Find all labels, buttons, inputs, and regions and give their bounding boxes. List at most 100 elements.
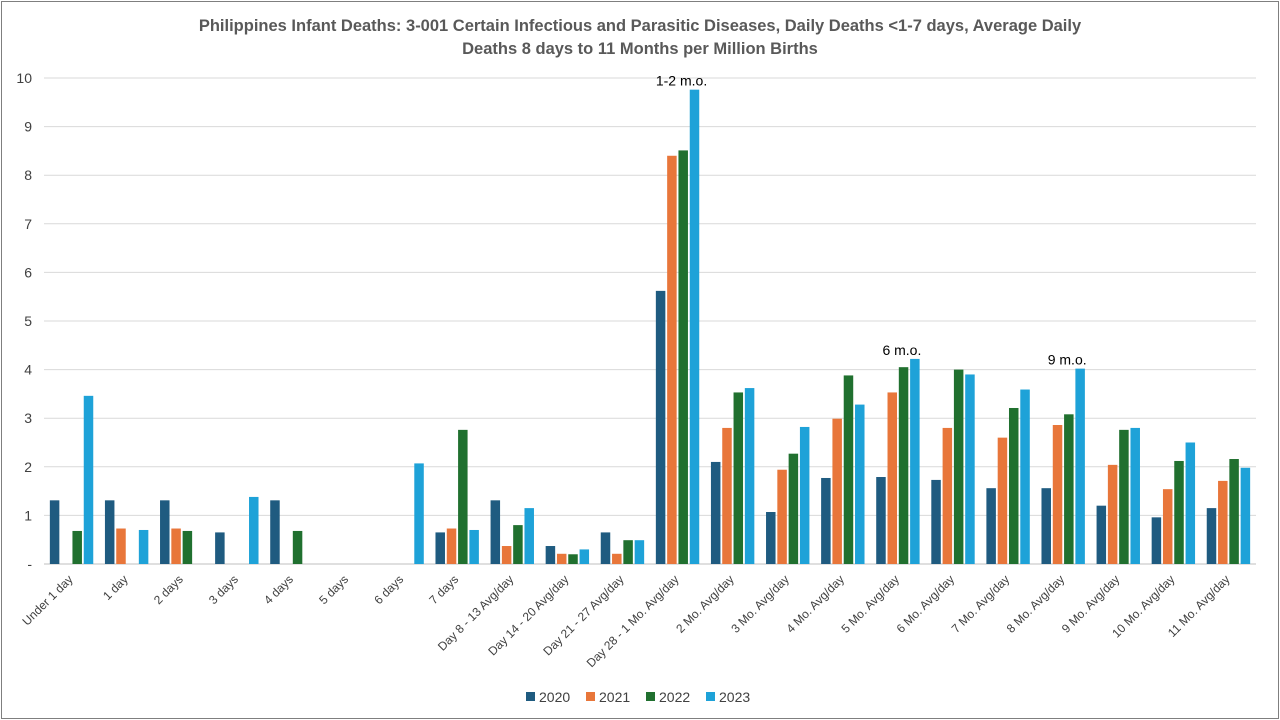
bar-2023-7 bbox=[469, 529, 479, 564]
bar-2020-16 bbox=[931, 479, 941, 564]
bar-2021-9 bbox=[556, 553, 567, 564]
bar-2020-17 bbox=[986, 488, 996, 564]
bar-2023-9 bbox=[579, 549, 590, 564]
bar-2022-0 bbox=[72, 530, 82, 564]
bar-2021-10 bbox=[612, 553, 622, 564]
x-axis-labels: Under 1 day 1 day 2 days 3 days 4 days 5 days… bbox=[20, 572, 1233, 670]
bar-2020-3 bbox=[215, 532, 225, 564]
y-tick-label: - bbox=[27, 556, 32, 572]
y-tick-label: 7 bbox=[24, 216, 32, 232]
bar-2023-0 bbox=[83, 395, 94, 564]
bar-2020-21 bbox=[1206, 508, 1217, 564]
bar-2023-6 bbox=[414, 463, 424, 564]
bar-2020-18 bbox=[1041, 488, 1051, 564]
y-axis-ticks: - 1 2 3 4 5 6 7 8 9 10 bbox=[16, 70, 32, 572]
y-tick-label: 6 bbox=[24, 264, 32, 280]
bar-2023-17 bbox=[1020, 389, 1030, 564]
y-tick-label: 3 bbox=[24, 410, 32, 426]
y-tick-label: 1 bbox=[24, 507, 32, 523]
bar-2022-9 bbox=[568, 554, 578, 564]
annotation-label: 6 m.o. bbox=[882, 342, 921, 358]
legend: 2020 2021 2022 2023 bbox=[526, 689, 750, 705]
bar-2021-13 bbox=[777, 469, 787, 564]
legend-swatch-2022 bbox=[646, 692, 655, 701]
bar-2023-18 bbox=[1075, 368, 1085, 564]
bar-2021-17 bbox=[997, 437, 1008, 564]
bar-2023-1 bbox=[138, 529, 149, 564]
bar-2023-16 bbox=[965, 374, 975, 564]
bar-2020-11 bbox=[655, 290, 666, 564]
bar-2023-8 bbox=[524, 508, 534, 564]
bar-2020-12 bbox=[710, 461, 721, 564]
y-tick-label: 2 bbox=[24, 459, 32, 475]
bar-2021-8 bbox=[501, 546, 512, 564]
bar-2020-4 bbox=[270, 500, 280, 564]
bar-2023-20 bbox=[1185, 442, 1196, 564]
bar-2020-9 bbox=[545, 546, 556, 564]
bar-2023-13 bbox=[799, 426, 810, 564]
y-tick-label: 4 bbox=[24, 362, 32, 378]
annotation-label: 9 m.o. bbox=[1048, 352, 1087, 368]
x-category-label: 3 Mo. Avg/day bbox=[728, 572, 792, 636]
bar-2022-18 bbox=[1064, 414, 1074, 564]
bar-2021-19 bbox=[1107, 464, 1118, 564]
x-category-label: 1 day bbox=[100, 572, 131, 603]
chart-title-line-1: Philippines Infant Deaths: 3-001 Certain… bbox=[199, 17, 1082, 35]
bar-2023-14 bbox=[855, 404, 865, 564]
bar-2022-8 bbox=[513, 525, 523, 564]
bar-2021-7 bbox=[446, 528, 457, 564]
bar-2020-2 bbox=[160, 500, 170, 564]
legend-label-2022: 2022 bbox=[659, 689, 690, 705]
x-category-label: 5 Mo. Avg/day bbox=[839, 572, 903, 636]
x-category-label: 8 Mo. Avg/day bbox=[1004, 572, 1068, 636]
bar-2021-12 bbox=[722, 427, 732, 564]
bar-2021-20 bbox=[1162, 489, 1173, 564]
legend-swatch-2023 bbox=[706, 692, 715, 701]
bar-2020-1 bbox=[104, 500, 115, 564]
bar-2023-11 bbox=[689, 89, 700, 564]
x-category-label: Day 28 - 1 Mo. Avg/day bbox=[584, 572, 682, 670]
x-category-label: 4 days bbox=[261, 572, 296, 607]
bar-2023-15 bbox=[910, 358, 920, 564]
bar-2021-18 bbox=[1052, 425, 1063, 564]
x-category-label: Under 1 day bbox=[20, 572, 76, 628]
bar-2023-10 bbox=[634, 540, 645, 564]
x-category-label: 4 Mo. Avg/day bbox=[783, 572, 847, 636]
legend-swatch-2021 bbox=[586, 692, 595, 701]
x-category-label: 5 days bbox=[316, 572, 351, 607]
bar-2022-13 bbox=[788, 453, 799, 564]
annotations: 1-2 m.o. 6 m.o. 9 m.o. bbox=[656, 73, 1087, 368]
bar-2022-14 bbox=[843, 375, 854, 564]
bar-2020-8 bbox=[490, 500, 501, 564]
bar-2022-20 bbox=[1174, 460, 1184, 564]
chart-title-line-2: Deaths 8 days to 11 Months per Million B… bbox=[462, 40, 818, 58]
bar-2021-21 bbox=[1218, 480, 1228, 564]
bar-2021-1 bbox=[116, 528, 126, 564]
bar-2022-11 bbox=[678, 150, 688, 564]
y-tick-label: 8 bbox=[24, 167, 32, 183]
bar-2020-0 bbox=[49, 500, 60, 564]
bar-2020-20 bbox=[1151, 517, 1162, 564]
bar-2020-15 bbox=[876, 477, 886, 564]
bar-2022-17 bbox=[1008, 407, 1019, 564]
y-tick-label: 9 bbox=[24, 119, 32, 135]
bar-2021-16 bbox=[942, 427, 953, 564]
bar-2022-10 bbox=[623, 540, 633, 564]
bar-2022-16 bbox=[953, 369, 964, 564]
bars bbox=[49, 89, 1251, 564]
bar-2022-12 bbox=[733, 392, 744, 564]
gridlines bbox=[44, 77, 1256, 565]
legend-label-2020: 2020 bbox=[539, 689, 570, 705]
bar-2022-4 bbox=[292, 530, 303, 564]
bar-2020-7 bbox=[435, 532, 445, 564]
bar-2022-19 bbox=[1119, 429, 1129, 564]
bar-2020-14 bbox=[821, 477, 831, 564]
bar-2023-19 bbox=[1130, 427, 1140, 564]
legend-label-2023: 2023 bbox=[719, 689, 750, 705]
bar-2023-12 bbox=[744, 388, 755, 564]
bar-2021-15 bbox=[887, 392, 898, 564]
bar-2020-19 bbox=[1096, 505, 1107, 564]
y-tick-label: 5 bbox=[24, 313, 32, 329]
